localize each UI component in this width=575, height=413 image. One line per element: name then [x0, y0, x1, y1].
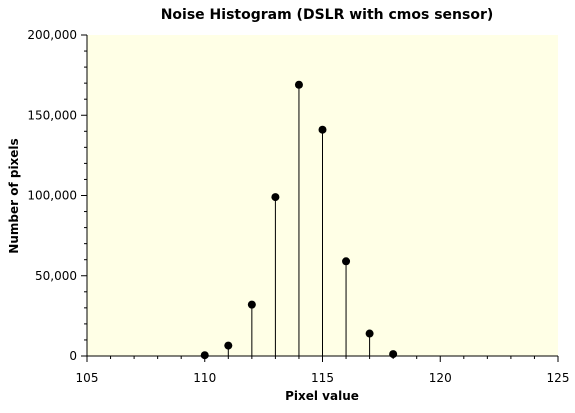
y-tick-label: 100,000 [27, 189, 77, 203]
x-tick-label: 115 [311, 371, 334, 385]
x-tick-label: 105 [76, 371, 99, 385]
x-axis-label: Pixel value [285, 389, 359, 403]
y-tick-label: 50,000 [35, 269, 77, 283]
data-point-112 [247, 300, 256, 309]
chart-title: Noise Histogram (DSLR with cmos sensor) [161, 7, 494, 23]
x-tick-label: 110 [193, 371, 216, 385]
data-point-116 [342, 257, 351, 266]
y-tick-label: 0 [69, 349, 77, 363]
data-point-110 [200, 351, 209, 360]
data-point-117 [365, 329, 374, 338]
data-point-115 [318, 125, 327, 134]
y-axis-label: Number of pixels [7, 138, 21, 253]
data-point-111 [224, 341, 233, 350]
data-point-114 [294, 80, 303, 89]
y-tick-label: 150,000 [27, 108, 77, 122]
data-point-113 [271, 193, 280, 202]
x-tick-label: 125 [547, 371, 570, 385]
y-tick-label: 200,000 [27, 28, 77, 42]
x-tick-label: 120 [429, 371, 452, 385]
